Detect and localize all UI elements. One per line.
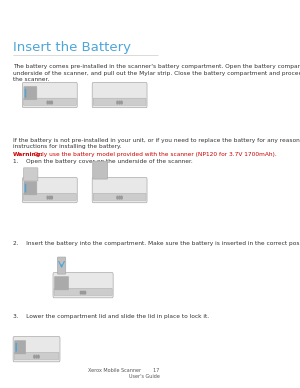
FancyBboxPatch shape	[25, 184, 26, 192]
Circle shape	[119, 101, 120, 104]
Circle shape	[51, 101, 52, 104]
FancyBboxPatch shape	[93, 161, 108, 179]
FancyBboxPatch shape	[23, 168, 38, 181]
Circle shape	[47, 101, 48, 104]
FancyBboxPatch shape	[53, 272, 113, 298]
Circle shape	[119, 196, 120, 199]
Circle shape	[121, 196, 122, 199]
FancyBboxPatch shape	[93, 193, 146, 201]
Text: Only use the battery model provided with the scanner (NP120 for 3.7V 1700mAh).: Only use the battery model provided with…	[32, 152, 277, 157]
Circle shape	[34, 355, 35, 358]
FancyBboxPatch shape	[24, 87, 37, 100]
FancyBboxPatch shape	[14, 352, 59, 359]
Circle shape	[38, 355, 39, 358]
Text: If the battery is not pre-installed in your unit, or if you need to replace the : If the battery is not pre-installed in y…	[13, 138, 300, 149]
Circle shape	[117, 101, 118, 104]
FancyBboxPatch shape	[24, 182, 37, 195]
Circle shape	[49, 101, 50, 104]
Circle shape	[85, 291, 86, 294]
Text: Xerox Mobile Scanner        17: Xerox Mobile Scanner 17	[88, 368, 160, 373]
Circle shape	[80, 291, 82, 294]
FancyBboxPatch shape	[22, 178, 77, 203]
Circle shape	[47, 196, 48, 199]
Circle shape	[117, 196, 118, 199]
Text: User's Guide: User's Guide	[129, 374, 160, 379]
Text: Insert the Battery: Insert the Battery	[13, 41, 131, 54]
FancyBboxPatch shape	[16, 343, 17, 352]
Text: Warning:: Warning:	[13, 152, 44, 157]
FancyBboxPatch shape	[22, 83, 77, 108]
FancyBboxPatch shape	[25, 89, 26, 97]
FancyBboxPatch shape	[15, 341, 26, 354]
Circle shape	[121, 101, 122, 104]
Text: The battery comes pre-installed in the scanner's battery compartment. Open the b: The battery comes pre-installed in the s…	[13, 64, 300, 82]
FancyBboxPatch shape	[54, 288, 112, 296]
Text: 2.    Insert the battery into the compartment. Make sure the battery is inserted: 2. Insert the battery into the compartme…	[13, 241, 300, 246]
FancyBboxPatch shape	[55, 277, 69, 290]
Circle shape	[82, 291, 84, 294]
Circle shape	[49, 196, 50, 199]
FancyBboxPatch shape	[93, 98, 146, 105]
FancyBboxPatch shape	[57, 257, 66, 274]
FancyBboxPatch shape	[23, 193, 76, 201]
Text: 3.    Lower the compartment lid and slide the lid in place to lock it.: 3. Lower the compartment lid and slide t…	[13, 314, 209, 319]
Circle shape	[36, 355, 37, 358]
Circle shape	[51, 196, 52, 199]
Text: 1.    Open the battery cover on the underside of the scanner.: 1. Open the battery cover on the undersi…	[13, 159, 193, 164]
FancyBboxPatch shape	[13, 336, 60, 362]
FancyBboxPatch shape	[23, 98, 76, 105]
FancyBboxPatch shape	[92, 178, 147, 203]
FancyBboxPatch shape	[92, 83, 147, 108]
